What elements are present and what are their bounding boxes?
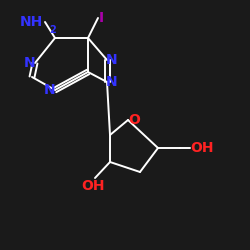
Text: NH: NH bbox=[20, 15, 43, 29]
Text: 2: 2 bbox=[50, 25, 56, 35]
Text: O: O bbox=[128, 113, 140, 127]
Text: I: I bbox=[98, 11, 103, 25]
Text: N: N bbox=[106, 53, 118, 67]
Text: OH: OH bbox=[190, 141, 214, 155]
Text: N: N bbox=[106, 75, 118, 89]
Text: OH: OH bbox=[81, 179, 105, 193]
Text: N: N bbox=[24, 56, 36, 70]
Text: N: N bbox=[44, 83, 56, 97]
